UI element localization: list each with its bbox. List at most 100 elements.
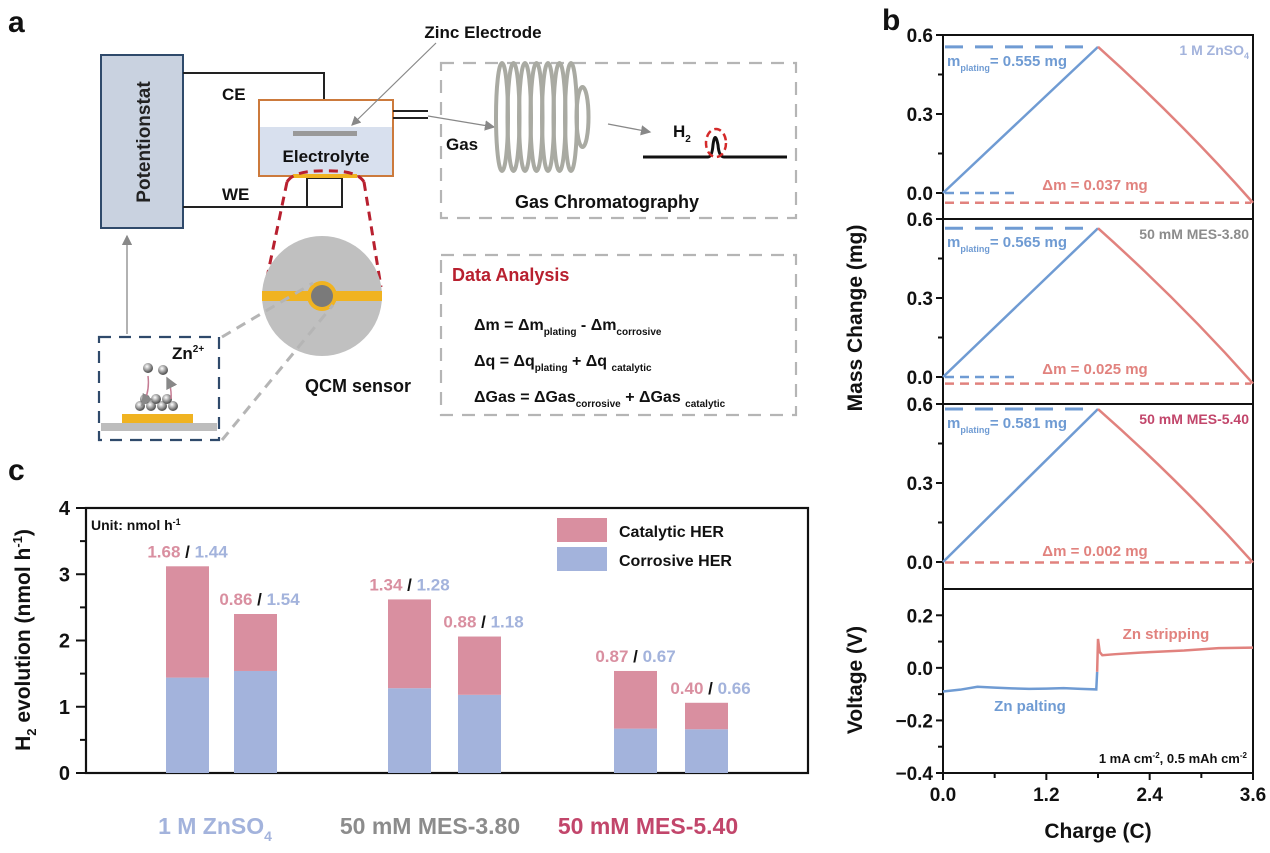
y-tick-label: 0.2 <box>907 606 933 627</box>
qcm-label: QCM sensor <box>305 376 411 396</box>
m-plating-label: mplating= 0.555 mg <box>947 53 1067 73</box>
mass-subplot-3: 0.0 0.3 0.6 mplating= 0.581 mg Δm = 0.002 mg… <box>907 395 1254 590</box>
bar-value-label: 1.68 / 1.44 <box>147 542 228 561</box>
bar-catalytic <box>234 614 277 671</box>
equation-2: Δq = Δqplating + Δq catalytic <box>474 353 652 374</box>
potentiostat-box <box>100 54 184 229</box>
legend-swatch-catalytic <box>557 518 607 542</box>
bar-corrosive <box>234 670 277 773</box>
bar-stack: 0.40 / 0.66 <box>670 679 751 773</box>
y-tick-label: 0.0 <box>907 184 933 205</box>
delta-m-label: Δm = 0.037 mg <box>1042 177 1147 194</box>
zinc-atom <box>151 394 161 404</box>
bar-catalytic <box>614 670 657 729</box>
electrolyte-label: Electrolyte <box>283 147 370 166</box>
legend-swatch-corrosive <box>557 547 607 571</box>
bar-catalytic <box>166 566 209 678</box>
stripping-voltage-line <box>1095 638 1254 672</box>
h2-label: H2 <box>673 122 691 145</box>
bar-value-label: 0.40 / 0.66 <box>670 679 750 698</box>
stripping-line <box>1097 408 1254 564</box>
electrolyte-label: 50 mM MES-5.40 <box>1139 411 1249 427</box>
x-tick-label: 3.6 <box>1240 785 1266 806</box>
y-tick-label: −0.2 <box>895 711 933 732</box>
ce-label: CE <box>222 85 246 104</box>
bar-value-label: 0.87 / 0.67 <box>595 647 675 666</box>
qcm-electrode-strip <box>293 174 357 178</box>
gc-arrow <box>607 123 652 136</box>
legend-label-corrosive: Corrosive HER <box>619 553 732 570</box>
plating-voltage-line <box>942 671 1099 693</box>
plating-annotation: Zn palting <box>994 698 1066 715</box>
plating-line <box>942 408 1099 563</box>
electrolyte-label: 1 M ZnSO4 <box>1179 42 1249 61</box>
panel-label-a: a <box>8 6 25 39</box>
zoom-cone-right <box>362 181 383 288</box>
y-tick-label: 0.3 <box>907 105 933 126</box>
zn-ion-label: Zn2+ <box>172 344 204 363</box>
y-tick-label: 0.0 <box>907 368 933 389</box>
bar-corrosive <box>614 728 657 773</box>
zinc-electrode <box>293 131 357 136</box>
y-tick-label: −0.4 <box>895 764 933 785</box>
we-wire <box>183 177 343 208</box>
qcm-center-electrode <box>311 285 333 307</box>
bar-catalytic <box>685 702 728 730</box>
bar-stack: 1.68 / 1.44 <box>147 542 228 773</box>
y-tick-label: 1 <box>59 697 70 719</box>
bar-stack: 0.86 / 1.54 <box>219 590 300 773</box>
bar-value-label: 0.86 / 1.54 <box>219 590 300 609</box>
legend-label-catalytic: Catalytic HER <box>619 524 724 541</box>
y-tick-label: 0.3 <box>907 474 933 495</box>
zinc-atom <box>157 401 167 411</box>
legend: Catalytic HER Corrosive HER <box>557 518 732 571</box>
current-density-note: 1 mA cm-2, 0.5 mAh cm-2 <box>1099 751 1248 766</box>
charge-axis-label: Charge (C) <box>1044 820 1151 843</box>
plating-line <box>942 227 1099 378</box>
panel-label-b: b <box>882 4 900 37</box>
group-label: 1 M ZnSO4 <box>158 813 272 844</box>
equations: Δm = Δmplating - Δmcorrosive Δq = Δqplati… <box>474 317 726 410</box>
h2-peak-highlight <box>704 127 728 159</box>
zinc-atom <box>158 365 168 375</box>
x-tick-label: 1.2 <box>1033 785 1059 806</box>
panel-label-c: c <box>8 454 25 487</box>
data-analysis-title: Data Analysis <box>452 265 569 285</box>
gas-label: Gas <box>446 135 478 154</box>
bar-corrosive <box>166 677 209 773</box>
equation-3: ΔGas = ΔGascorrosive + ΔGas catalytic <box>474 389 726 410</box>
zinc-atom <box>162 394 172 404</box>
gas-flow-arrow <box>427 115 496 131</box>
bar-stack: 0.88 / 1.18 <box>443 613 524 773</box>
y-tick-label: 0.6 <box>907 26 933 47</box>
stripping-line <box>1097 227 1254 385</box>
x-tick-label: 0.0 <box>930 785 956 806</box>
panel-a: a Potentionstat CE WE Electrolyte Zinc E… <box>8 6 798 442</box>
mass-subplot-1: 0.0 0.3 0.6 mplating= 0.555 mg Δm = 0.037 mg… <box>907 26 1254 220</box>
h2-evolution-axis-label: H2 evolution (nmol h-1) <box>10 529 39 751</box>
equation-1: Δm = Δmplating - Δmcorrosive <box>474 317 662 338</box>
data-analysis-box <box>439 253 798 417</box>
y-tick-label: 4 <box>59 498 71 520</box>
bar-corrosive <box>388 688 431 773</box>
y-tick-label: 0.0 <box>907 553 933 574</box>
potentiostat-label: Potentionstat <box>134 81 155 203</box>
bar-catalytic <box>458 636 501 695</box>
electrode-pointer-arrow <box>351 42 437 126</box>
zinc-electrode-label: Zinc Electrode <box>424 23 541 42</box>
delta-m-label: Δm = 0.025 mg <box>1042 361 1147 378</box>
unit-note: Unit: nmol h-1 <box>91 517 181 533</box>
bar-catalytic <box>388 599 431 689</box>
voltage-axis-label: Voltage (V) <box>844 626 867 734</box>
y-tick-label: 0.0 <box>907 659 933 680</box>
y-tick-label: 3 <box>59 564 70 586</box>
bar-corrosive <box>458 694 501 773</box>
bar-value-label: 1.34 / 1.28 <box>369 575 449 594</box>
chromatogram-trace <box>643 136 787 159</box>
y-tick-label: 0.3 <box>907 289 933 310</box>
electrolyte-label: 50 mM MES-3.80 <box>1139 226 1249 242</box>
panel-b: b 0.0 0.3 0.6 mplating= 0.555 mg Δm = 0.037 … <box>844 4 1266 843</box>
y-tick-label: 2 <box>59 631 70 653</box>
